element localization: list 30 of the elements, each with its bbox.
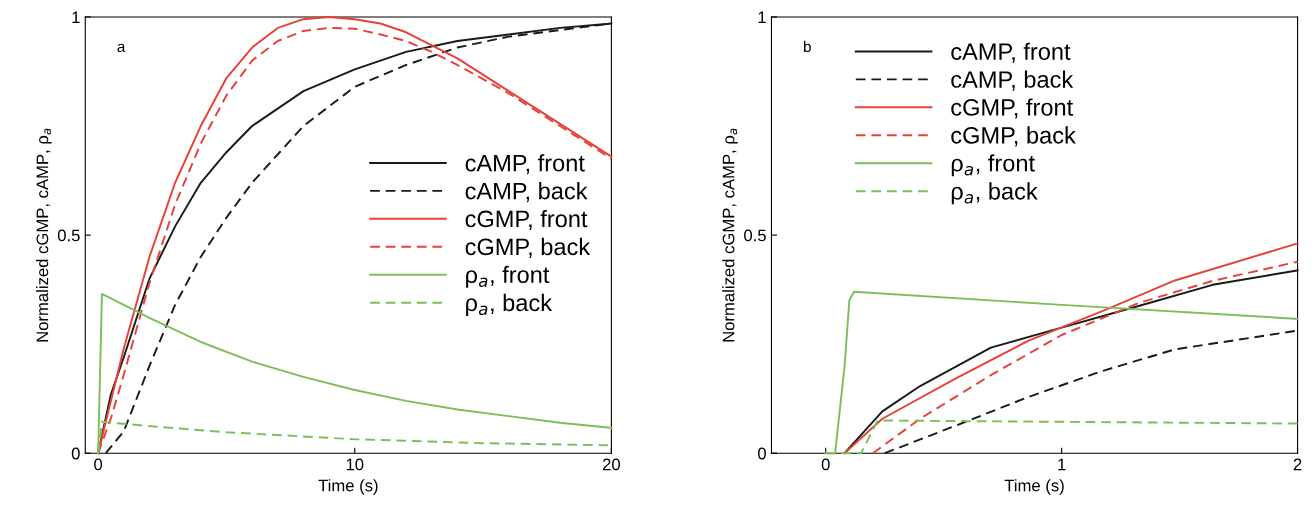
y-axis-title: Normalized cGMP, cAMP, ρ$_{a}$ bbox=[722, 128, 738, 342]
x-tick-label: 10 bbox=[346, 458, 364, 471]
legend-label: cAMP, front bbox=[951, 42, 1071, 63]
y-axis-title: Normalized cGMP, cAMP, ρ$_{a}$ bbox=[36, 128, 52, 342]
annotation: a bbox=[117, 43, 126, 53]
y-tick-label: 0 bbox=[757, 447, 766, 460]
legend-label: ρ$_{a}$, front bbox=[951, 154, 1035, 177]
x-tick-label: 0 bbox=[821, 458, 830, 471]
y-tick-label: 0.5 bbox=[57, 229, 80, 242]
legend-label: ρ$_{a}$, back bbox=[466, 293, 553, 316]
y-tick-label: 1 bbox=[72, 11, 80, 24]
legend-label: cAMP, back bbox=[465, 182, 588, 203]
legend-label: ρ$_{a}$, front bbox=[466, 265, 550, 288]
y-tick-label: 0 bbox=[71, 447, 80, 460]
x-tick-label: 0 bbox=[94, 458, 103, 471]
legend-label: cGMP, back bbox=[951, 126, 1076, 147]
y-tick-label: 0.5 bbox=[744, 229, 766, 242]
legend-label: cGMP, front bbox=[951, 98, 1074, 119]
y-tick-label: 1 bbox=[758, 11, 766, 24]
annotation: b bbox=[804, 40, 811, 53]
legend-label: ρ$_{a}$, back bbox=[951, 182, 1038, 205]
legend-label: cAMP, front bbox=[465, 154, 585, 175]
x-axis-title: Time (s) bbox=[318, 479, 378, 495]
x-tick-label: 20 bbox=[602, 458, 621, 471]
x-axis-title: Time (s) bbox=[1004, 479, 1064, 495]
legend-label: cGMP, back bbox=[465, 237, 591, 258]
x-tick-label: 2 bbox=[1293, 458, 1302, 471]
legend-label: cGMP, front bbox=[465, 209, 588, 231]
x-tick-label: 1 bbox=[1058, 458, 1066, 471]
legend-label: cAMP, back bbox=[951, 70, 1074, 91]
